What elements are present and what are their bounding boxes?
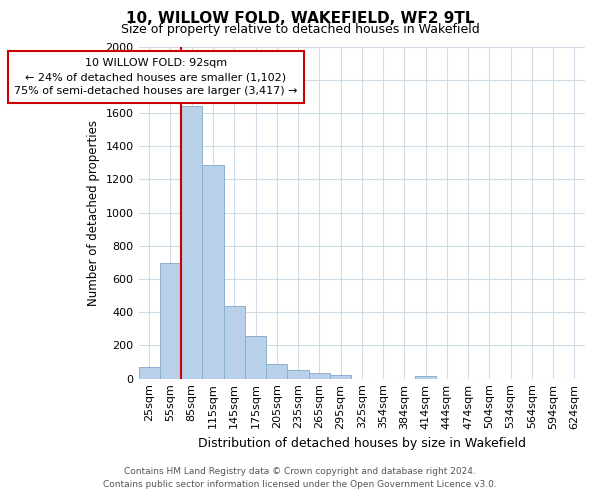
- Text: Contains HM Land Registry data © Crown copyright and database right 2024.
Contai: Contains HM Land Registry data © Crown c…: [103, 468, 497, 489]
- Text: 10, WILLOW FOLD, WAKEFIELD, WF2 9TL: 10, WILLOW FOLD, WAKEFIELD, WF2 9TL: [126, 11, 474, 26]
- Bar: [308, 373, 330, 378]
- Bar: [202, 166, 224, 378]
- Bar: [245, 336, 266, 378]
- X-axis label: Distribution of detached houses by size in Wakefield: Distribution of detached houses by size …: [198, 437, 526, 450]
- Y-axis label: Number of detached properties: Number of detached properties: [87, 120, 100, 306]
- Bar: [330, 376, 351, 378]
- Text: Size of property relative to detached houses in Wakefield: Size of property relative to detached ho…: [121, 22, 479, 36]
- Bar: [224, 306, 245, 378]
- Bar: [139, 367, 160, 378]
- Bar: [266, 364, 287, 378]
- Bar: [287, 370, 308, 378]
- Bar: [160, 263, 181, 378]
- Bar: [181, 106, 202, 378]
- Text: 10 WILLOW FOLD: 92sqm
← 24% of detached houses are smaller (1,102)
75% of semi-d: 10 WILLOW FOLD: 92sqm ← 24% of detached …: [14, 58, 298, 96]
- Bar: [415, 376, 436, 378]
